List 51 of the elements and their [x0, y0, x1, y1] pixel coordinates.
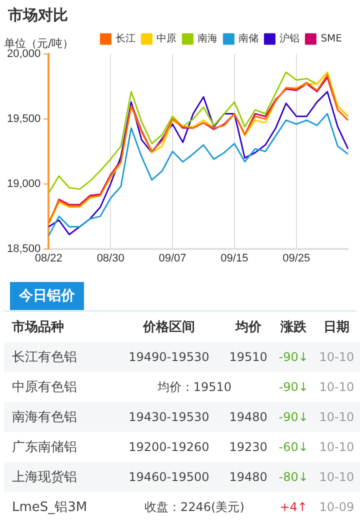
y-tick-label: 18,500	[6, 242, 41, 255]
legend-label: 南海	[198, 32, 218, 45]
text: 19480	[229, 410, 268, 424]
category-label: 价格区间	[142, 319, 196, 337]
y-tick-label: 20,000	[6, 48, 41, 60]
x-tick-label: 08/30	[96, 252, 124, 264]
text: -90↓	[278, 380, 308, 394]
text: 10-09	[319, 500, 354, 514]
legend-label: 沪铝	[280, 32, 300, 45]
legend-label: 中原	[156, 32, 177, 45]
text: 均价：19510	[157, 380, 232, 394]
text: 19460-19500	[128, 470, 210, 484]
y-axis-title: 单位（元/吨）	[4, 36, 74, 50]
text: 10-10	[319, 350, 354, 364]
text: 今日铝价	[10, 282, 84, 310]
category-label: 长江有色铝	[12, 350, 77, 365]
x-tick-label: 09/15	[220, 252, 248, 264]
category-label: 市场品种	[11, 318, 65, 337]
category-label: LmeS_铝3M	[12, 500, 88, 515]
text: 收盘：2246(美元)	[144, 500, 244, 514]
category-label: 均价	[234, 319, 262, 337]
text: 19200-19260	[128, 440, 210, 454]
x-tick-label: 09/25	[282, 252, 310, 264]
category-label: 涨跌	[279, 319, 308, 337]
chart-title: 市场对比	[7, 5, 69, 26]
text: 10-10	[319, 410, 354, 424]
text: 10-10	[319, 440, 354, 454]
y-tick-label: 19,000	[6, 178, 41, 190]
text: 10-10	[319, 380, 354, 394]
text: -80↓	[278, 470, 308, 484]
category-label: 中原有色铝	[12, 380, 77, 395]
text: 19490-19530	[128, 350, 210, 364]
legend-label: 长江	[116, 32, 136, 45]
x-tick-label: 08/22	[34, 252, 62, 264]
legend-label: SME	[320, 34, 342, 45]
category-label: 上海现货铝	[12, 470, 77, 485]
x-tick-label: 09/07	[158, 252, 186, 264]
text: 19430-19530	[128, 410, 210, 424]
text: 10-10	[319, 470, 354, 484]
y-tick-label: 19,500	[6, 112, 41, 125]
category-label: 广东南储铝	[12, 440, 77, 455]
text: 19510	[229, 350, 268, 364]
text: -60↓	[278, 440, 308, 454]
text: 19230	[229, 440, 268, 454]
category-label: 日期	[322, 319, 351, 337]
text: -90↓	[278, 350, 308, 364]
legend-label: 南储	[238, 32, 259, 45]
text: +4↑	[280, 500, 308, 514]
category-label: 南海有色铝	[12, 410, 77, 425]
text: -90↓	[278, 410, 308, 424]
text: 19480	[229, 470, 268, 484]
